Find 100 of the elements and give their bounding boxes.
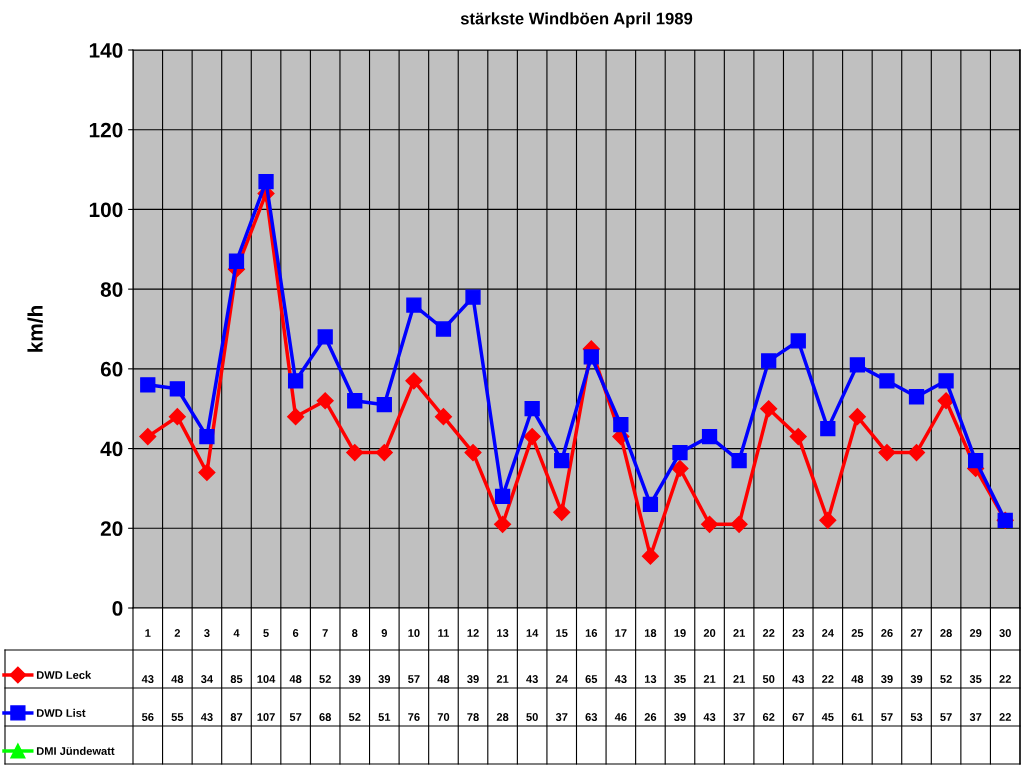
data-label: 28 <box>496 713 509 721</box>
point <box>968 452 984 469</box>
point <box>848 408 866 426</box>
x-tick-label: 28 <box>940 629 952 637</box>
point <box>789 428 807 446</box>
data-label: 34 <box>200 675 214 683</box>
data-label: 46 <box>614 713 627 721</box>
point <box>879 373 895 389</box>
data-label: 48 <box>289 675 302 683</box>
point <box>553 503 571 521</box>
data-label: 22 <box>822 675 834 683</box>
data-label: 21 <box>733 675 745 683</box>
data-label: 48 <box>171 675 184 683</box>
data-label: 62 <box>762 713 775 721</box>
point <box>494 488 511 505</box>
point <box>701 428 718 445</box>
point <box>168 408 186 426</box>
y-tick-label: 120 <box>89 122 123 138</box>
data-label: 70 <box>437 713 450 721</box>
point <box>613 417 629 433</box>
point <box>760 400 778 418</box>
point <box>937 392 955 410</box>
data-label: 35 <box>674 675 686 683</box>
y-tick-label: 60 <box>100 361 123 377</box>
data-label: 65 <box>585 675 598 683</box>
point <box>169 381 185 397</box>
data-label: 61 <box>851 713 864 721</box>
x-tick-label: 4 <box>233 629 240 637</box>
point <box>731 452 747 469</box>
data-label: 57 <box>408 675 420 683</box>
y-tick-label: 80 <box>100 282 123 297</box>
x-tick-label: 16 <box>585 629 598 637</box>
point <box>346 444 364 462</box>
x-tick-label: 29 <box>969 629 982 637</box>
chart-title: stärkste Windböen April 1989 <box>460 12 693 28</box>
point <box>849 357 866 373</box>
x-tick-label: 17 <box>615 629 627 637</box>
point <box>199 428 215 445</box>
point <box>494 515 512 533</box>
data-label: 39 <box>910 675 923 683</box>
data-label: 48 <box>437 675 450 683</box>
point <box>642 496 659 513</box>
data-label: 57 <box>940 713 952 721</box>
data-label: 87 <box>230 713 243 721</box>
x-tick-label: 13 <box>497 629 509 637</box>
x-tick-label: 14 <box>526 629 539 637</box>
x-tick-label: 8 <box>352 629 358 637</box>
point <box>317 329 333 345</box>
data-label: 22 <box>999 713 1011 721</box>
point <box>347 393 363 409</box>
data-label: 57 <box>289 713 302 721</box>
x-tick-label: 25 <box>851 629 864 637</box>
data-label: 43 <box>200 713 213 721</box>
data-label: 24 <box>555 675 568 683</box>
x-tick-label: 11 <box>438 629 450 637</box>
data-label: 51 <box>378 713 391 721</box>
data-label: 85 <box>230 675 243 683</box>
point <box>258 173 274 190</box>
x-tick-label: 22 <box>762 629 775 637</box>
y-tick-label: 40 <box>100 441 123 457</box>
y-tick-label: 100 <box>89 202 123 218</box>
point <box>464 444 482 462</box>
data-label: 21 <box>496 675 509 683</box>
x-tick-label: 20 <box>703 629 716 637</box>
point <box>671 459 689 478</box>
data-label: 56 <box>141 713 154 721</box>
point <box>287 408 305 426</box>
x-tick-label: 12 <box>467 629 479 637</box>
data-label: 13 <box>644 675 657 683</box>
data-label: 37 <box>733 713 745 721</box>
data-label: 39 <box>378 675 391 683</box>
point <box>287 373 304 389</box>
x-tick-label: 1 <box>145 629 151 637</box>
point <box>583 349 599 365</box>
data-label: 63 <box>585 713 598 721</box>
y-axis-title: km/h <box>27 305 43 352</box>
point <box>672 444 688 461</box>
data-label: 26 <box>644 713 657 721</box>
point <box>641 547 659 565</box>
point <box>730 515 748 533</box>
point <box>907 444 926 462</box>
x-tick-label: 24 <box>822 629 834 637</box>
point <box>908 389 925 405</box>
data-label: 52 <box>319 675 331 683</box>
point <box>434 408 453 426</box>
point <box>375 444 393 462</box>
data-label: 35 <box>969 675 982 683</box>
x-tick-label: 2 <box>174 629 180 637</box>
data-label: 37 <box>969 713 982 721</box>
data-label: 68 <box>319 713 332 721</box>
y-tick-label: 20 <box>100 521 123 537</box>
point <box>405 372 423 390</box>
point <box>878 444 896 462</box>
data-label: 43 <box>792 675 805 683</box>
x-tick-label: 7 <box>322 629 328 637</box>
x-tick-label: 3 <box>204 629 210 637</box>
x-tick-label: 15 <box>556 629 568 637</box>
legend-label: DWD Leck <box>36 670 92 679</box>
x-tick-label: 9 <box>381 629 387 637</box>
point <box>790 333 806 349</box>
